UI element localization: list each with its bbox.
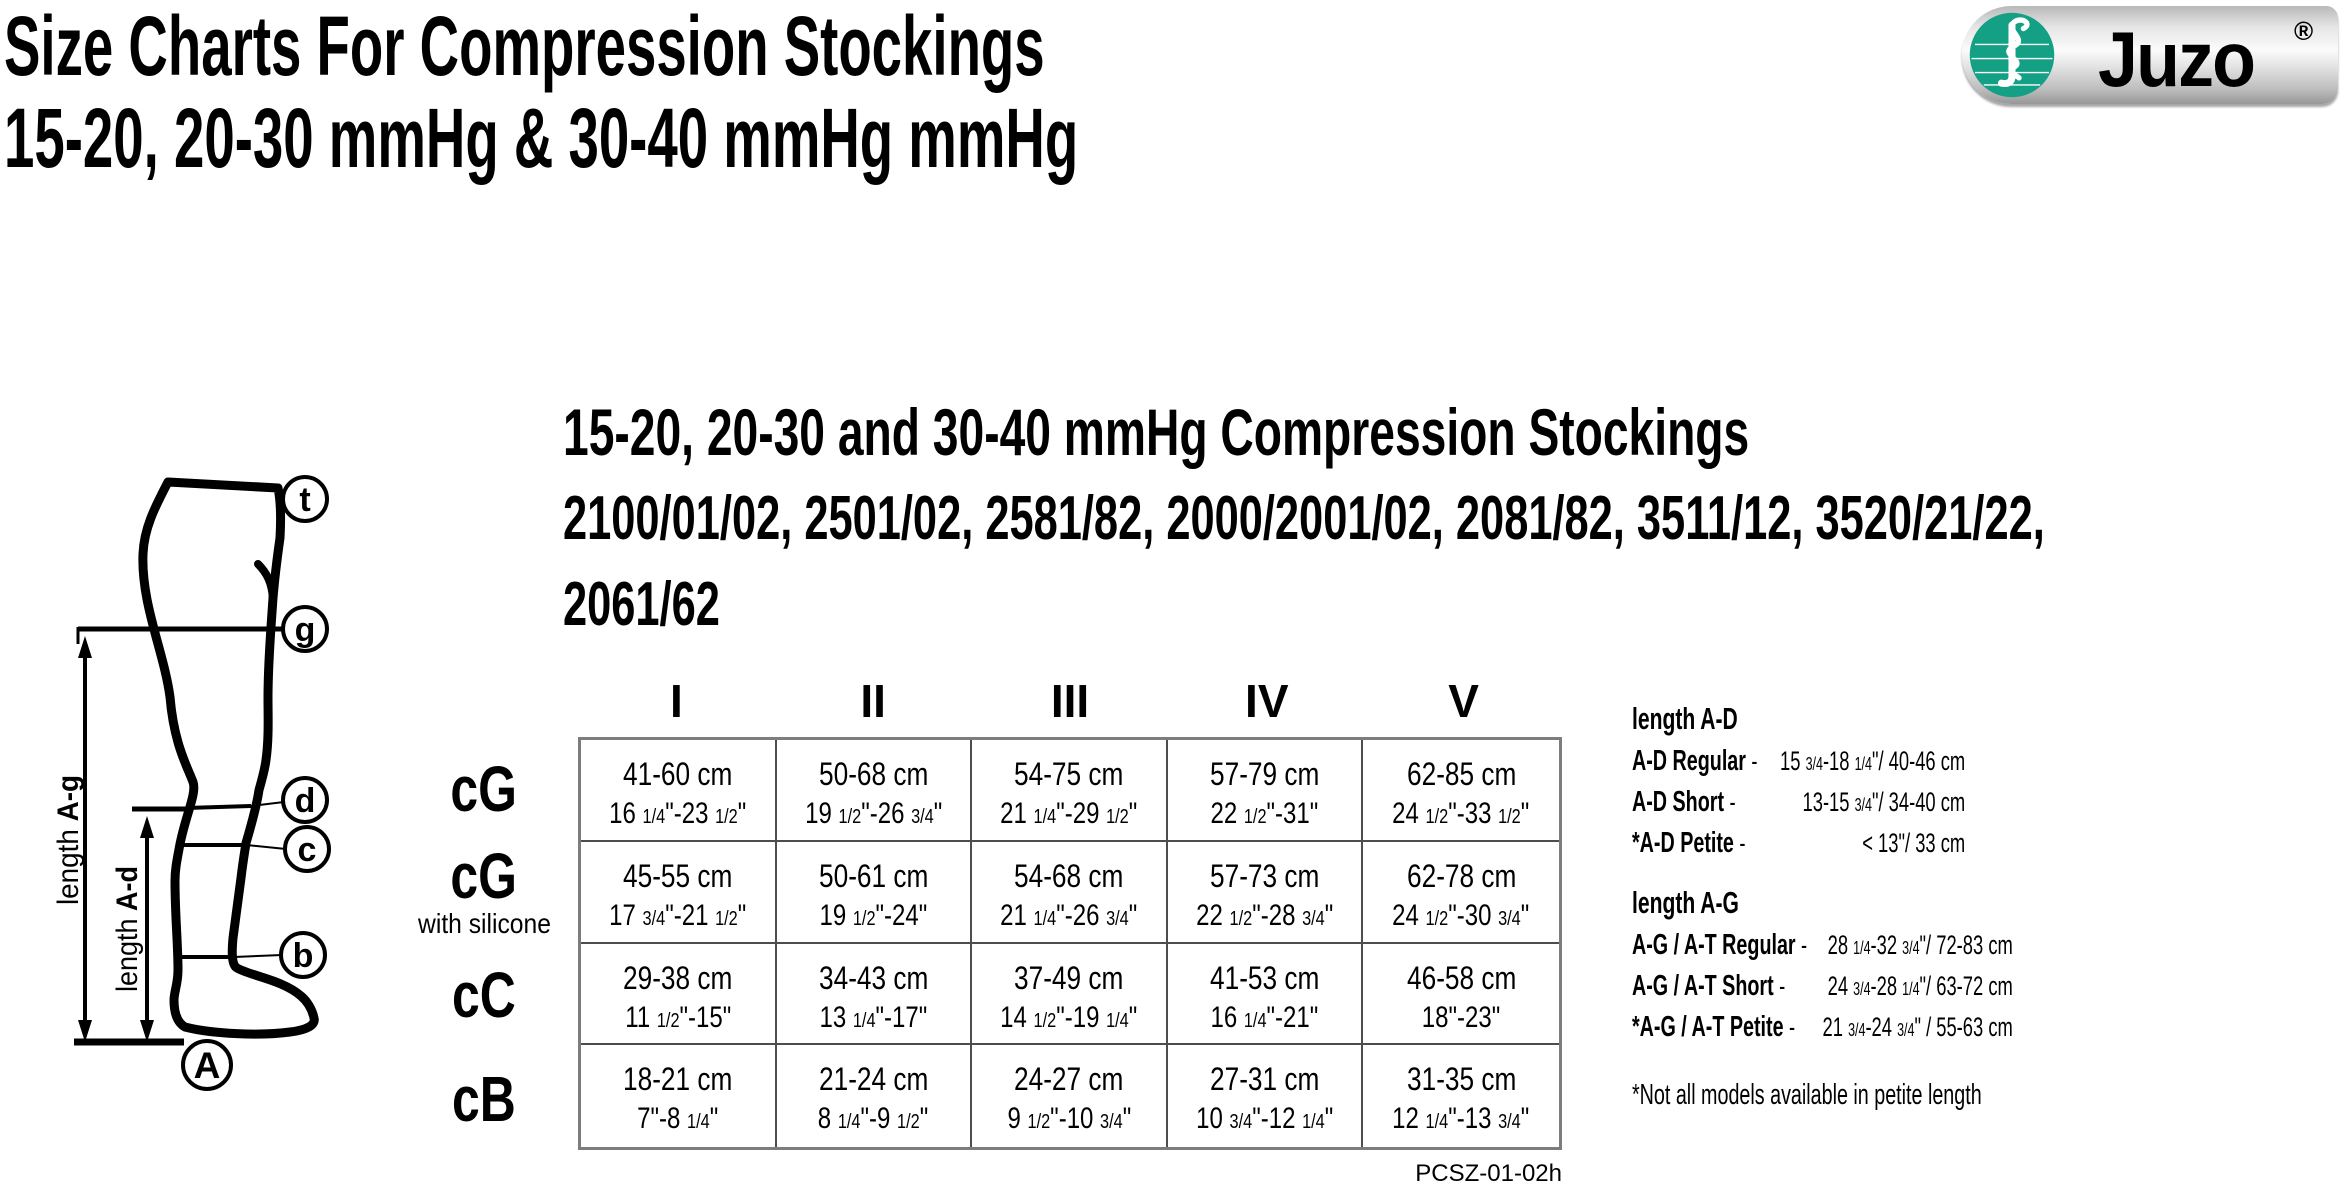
length-ad-label: length A-d xyxy=(111,866,144,992)
point-circle-d xyxy=(281,776,329,824)
table-cell: 29-38 cm 11 1/2"-15" xyxy=(581,943,777,1046)
point-label-d: d xyxy=(295,782,316,820)
table-cell: 62-78 cm 24 1/2"-30 3/4" xyxy=(1363,842,1559,944)
row-label-cg: cG xyxy=(450,752,518,825)
length-ad-arrow xyxy=(140,816,154,1042)
point-label-A: A xyxy=(194,1045,221,1086)
page-title-line1: Size Charts For Compression Stockings xyxy=(4,0,1045,93)
length-row: A-D Short - 13-15 3/4"/ 34-40 cm xyxy=(1632,786,1966,818)
row-label-cc: cC xyxy=(452,959,516,1031)
table-cell: 27-31 cm 10 3/4"-12 1/4" xyxy=(1168,1045,1364,1147)
table-cell: 50-68 cm 19 1/2"-26 3/4" xyxy=(776,740,973,842)
size-table: 41-60 cm 16 1/4"-23 1/2" 50-68 cm 19 1/2"-… xyxy=(578,737,1562,1150)
table-cell: 31-35 cm 12 1/4"-13 3/4" xyxy=(1392,1061,1530,1136)
point-circle-A xyxy=(181,1039,233,1091)
page-title: Size Charts For Compression Stockings 15… xyxy=(4,0,1078,184)
table-cell: 21-24 cm 8 1/4"-9 1/2" xyxy=(777,1045,973,1147)
section-heading: 15-20, 20-30 and 30-40 mmHg Compression … xyxy=(563,395,1750,469)
length-ag-arrow xyxy=(78,636,92,1042)
size-column-headers: I II III IV V xyxy=(578,675,1562,732)
petite-footnote: *Not all models available in petite leng… xyxy=(1632,1079,1982,1111)
column-header: II xyxy=(860,675,886,727)
length-row: A-G / A-T Regular - 28 1/4-32 3/4"/ 72-8… xyxy=(1632,929,2013,961)
point-label-b: b xyxy=(293,937,314,975)
column-header: V xyxy=(1448,675,1479,727)
length-row: A-G / A-T Short - 24 3/4-28 1/4"/ 63-72 … xyxy=(1632,970,2013,1002)
table-cell: 41-60 cm 16 1/4"-23 1/2" xyxy=(581,740,777,842)
point-circle-b xyxy=(279,931,327,979)
table-cell: 54-75 cm 21 1/4"-29 1/2" xyxy=(972,740,1168,842)
column-header: IV xyxy=(1245,675,1289,727)
length-row: *A-G / A-T Petite - 21 3/4-24 3/4" / 55-… xyxy=(1632,1011,2013,1043)
length-ag-label: length A-g xyxy=(52,775,85,905)
table-cell: 62-85 cm 24 1/2"-33 1/2" xyxy=(1363,740,1559,842)
point-label-c: c xyxy=(298,831,317,869)
table-cell: 18-21 cm 7"-8 1/4" xyxy=(581,1045,777,1147)
point-label-g: g xyxy=(295,611,316,649)
document-code: PCSZ-01-02h xyxy=(1415,1160,1562,1187)
registered-mark: ® xyxy=(2294,16,2314,46)
table-cell: 57-79 cm 22 1/2"-31" xyxy=(1167,740,1364,842)
page-title-line2: 15-20, 20-30 mmHg & 30-40 mmHg mmHg xyxy=(4,91,1079,185)
rod-of-asclepius-icon xyxy=(1969,12,2055,98)
point-circle-t xyxy=(281,475,329,523)
column-header: III xyxy=(1050,675,1090,727)
point-circle-g xyxy=(281,605,329,653)
length-info-panel: length A-D A-D Regular - 15 3/4-18 1/4"/… xyxy=(1632,700,2013,1112)
table-cell: 34-43 cm 13 1/4"-17" xyxy=(776,943,973,1046)
model-numbers-line1: 2100/01/02, 2501/02, 2581/82, 2000/2001/… xyxy=(563,484,2045,553)
leg-outline xyxy=(138,477,319,1039)
d-leader-line xyxy=(250,801,285,807)
leg-measurement-diagram: length A-g length A-d t g d c b A xyxy=(52,475,331,1091)
gluteal-fold-line xyxy=(254,560,277,603)
table-cell: 41-53 cm 16 1/4"-21" xyxy=(1167,943,1364,1046)
juzo-logo: Juzo ® xyxy=(1962,6,2338,104)
length-ag-heading: length A-G xyxy=(1632,885,1739,920)
row-label-cg-silicone: cG with silicone xyxy=(417,840,551,939)
c-leader-line xyxy=(245,844,287,850)
model-numbers-line2: 2061/62 xyxy=(563,570,720,639)
point-label-t: t xyxy=(299,481,310,519)
column-header: I xyxy=(670,675,683,727)
length-row: *A-D Petite - < 13"/ 33 cm xyxy=(1632,827,1966,859)
table-cell: 24-27 cm 9 1/2"-10 3/4" xyxy=(972,1045,1168,1147)
length-ad-heading: length A-D xyxy=(1632,701,1738,736)
section-heading-block: 15-20, 20-30 and 30-40 mmHg Compression … xyxy=(563,388,2045,648)
row-label-cb: cB xyxy=(452,1062,516,1135)
table-cell: 45-55 cm 17 3/4"-21 1/2" xyxy=(581,841,777,944)
table-cell: 57-73 cm 22 1/2"-28 3/4" xyxy=(1167,841,1364,944)
table-cell: 54-68 cm 21 1/4"-26 3/4" xyxy=(972,841,1168,944)
point-circle-c xyxy=(283,825,331,873)
brand-wordmark: Juzo xyxy=(2098,15,2256,103)
table-cell: 50-61 cm 19 1/2"-24" xyxy=(776,841,973,944)
length-row: A-D Regular - 15 3/4-18 1/4"/ 40-46 cm xyxy=(1632,745,1966,777)
d-level-line xyxy=(185,804,252,810)
table-cell: 46-58 cm 18"-23" xyxy=(1363,944,1559,1046)
table-cell: 37-49 cm 14 1/2"-19 1/4" xyxy=(972,943,1168,1046)
b-leader-line xyxy=(233,954,283,958)
